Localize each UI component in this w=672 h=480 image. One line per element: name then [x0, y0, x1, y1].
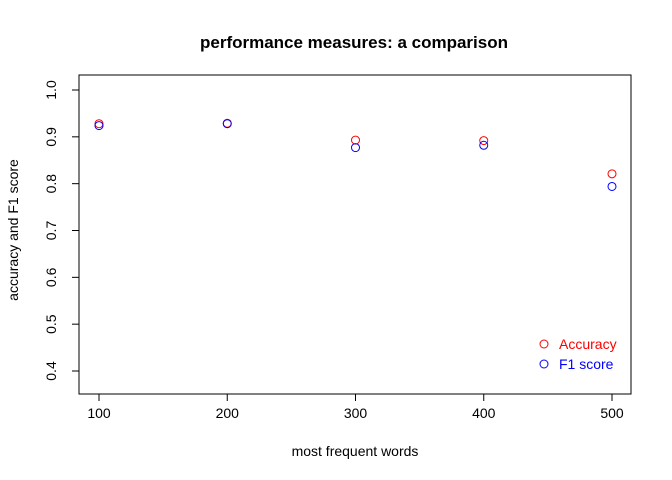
x-axis: 100 200 300 400 500: [87, 393, 624, 421]
point-accuracy: [607, 169, 617, 179]
legend-marker: [539, 359, 549, 369]
x-tick-label: 400: [472, 405, 496, 421]
point-accuracy: [351, 135, 360, 145]
legend: Accuracy F1 score: [539, 336, 617, 372]
legend-marker: [539, 339, 549, 349]
point-f1-score: [222, 119, 232, 129]
data-points: [94, 118, 617, 191]
x-tick-label: 300: [344, 405, 368, 421]
point-f1-score: [479, 140, 489, 150]
x-tick-label: 500: [600, 405, 624, 421]
point-accuracy: [479, 136, 489, 146]
y-tick-label: 0.6: [43, 267, 59, 287]
y-tick-label: 0.8: [43, 174, 59, 194]
point-f1-score: [94, 121, 104, 131]
point-f1-score: [607, 181, 617, 191]
point-accuracy: [94, 119, 104, 129]
legend-label: Accuracy: [559, 336, 617, 352]
x-tick-label: 100: [87, 405, 111, 421]
point-f1-score: [351, 143, 360, 153]
y-tick-label: 0.5: [43, 314, 59, 334]
y-tick-label: 0.9: [43, 127, 59, 147]
y-axis-label: accuracy and F1 score: [5, 159, 21, 301]
y-tick-label: 0.4: [43, 361, 59, 381]
y-tick-label: 1.0: [43, 80, 59, 100]
y-tick-label: 0.7: [43, 221, 59, 241]
x-tick-label: 200: [216, 405, 240, 421]
x-axis-label: most frequent words: [292, 443, 419, 459]
plot-area-frame: [78, 74, 632, 395]
y-axis: 0.4 0.5 0.6 0.7 0.8 0.9 1.0: [43, 80, 80, 381]
legend-label: F1 score: [559, 356, 614, 372]
chart-title: performance measures: a comparison: [200, 33, 508, 52]
